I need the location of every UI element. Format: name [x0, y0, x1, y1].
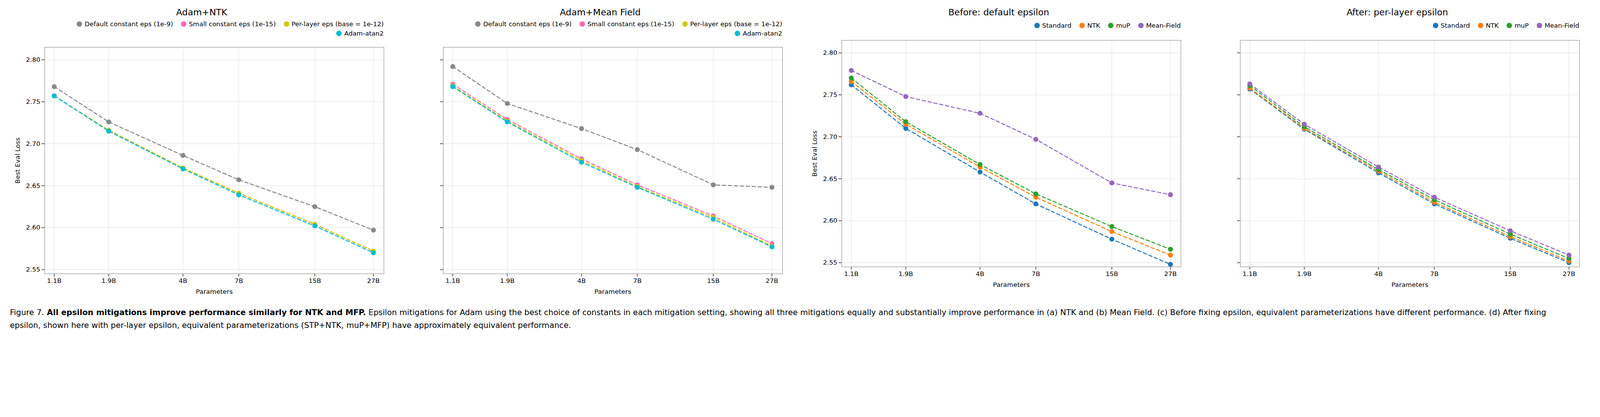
- svg-text:2.65: 2.65: [823, 175, 838, 183]
- html-text:Mean-Field: Mean-Field: [1544, 21, 1580, 29]
- svg-text:15B: 15B: [308, 276, 321, 285]
- html-text:Figure 7. All epsilon mitigati: Figure 7. All epsilon mitigations improv…: [9, 307, 1547, 330]
- html-text:Adam+NTK: Adam+NTK: [176, 6, 228, 18]
- svg-text:Parameters: Parameters: [594, 287, 632, 296]
- html-text:Per-layer eps (base = 1e-12): Per-layer eps (base = 1e-12): [690, 20, 783, 28]
- svg-text:27B: 27B: [367, 276, 380, 285]
- html-text:Default constant eps (1e-9): Default constant eps (1e-9): [84, 20, 174, 28]
- html-text:Small constant eps (1e-15): Small constant eps (1e-15): [587, 20, 675, 28]
- svg-text:15B: 15B: [707, 276, 720, 285]
- html-text:NTK: NTK: [1485, 21, 1499, 29]
- svg-text:7B: 7B: [1031, 269, 1040, 278]
- svg-text:1.9B: 1.9B: [499, 276, 515, 285]
- html-text:muP: muP: [1115, 21, 1131, 29]
- svg-text:2.55: 2.55: [26, 265, 41, 273]
- svg-text:1.9B: 1.9B: [1296, 269, 1312, 278]
- svg-text:15B: 15B: [1105, 269, 1118, 278]
- html-text:Adam+Mean Field: Adam+Mean Field: [559, 6, 641, 18]
- svg-text:7B: 7B: [1429, 269, 1439, 278]
- svg-text:2.75: 2.75: [26, 97, 41, 106]
- svg-text:1.1B: 1.1B: [445, 276, 461, 285]
- svg-text:2.80: 2.80: [26, 55, 41, 64]
- svg-text:7B: 7B: [234, 276, 243, 285]
- svg-text:2.70: 2.70: [823, 133, 838, 141]
- svg-text:2.60: 2.60: [823, 216, 838, 224]
- svg-text:2.65: 2.65: [26, 181, 41, 190]
- svg-text:15B: 15B: [1504, 269, 1517, 278]
- svg-text:1.1B: 1.1B: [844, 269, 859, 278]
- svg-text:2.70: 2.70: [26, 139, 41, 148]
- svg-text:Best Eval Loss: Best Eval Loss: [810, 130, 819, 177]
- html-text:Per-layer eps (base = 1e-12): Per-layer eps (base = 1e-12): [291, 20, 384, 28]
- html-text:Default constant eps (1e-9): Default constant eps (1e-9): [483, 20, 572, 28]
- svg-text:Parameters: Parameters: [992, 280, 1030, 289]
- svg-text:Parameters: Parameters: [1391, 280, 1429, 289]
- svg-text:2.60: 2.60: [26, 223, 41, 231]
- svg-text:4B: 4B: [577, 276, 586, 285]
- html-text:NTK: NTK: [1087, 21, 1101, 29]
- svg-text:1.1B: 1.1B: [46, 276, 62, 285]
- html-text:Standard: Standard: [1042, 21, 1072, 29]
- svg-text:7B: 7B: [632, 276, 642, 285]
- html-text:Adam-atan2: Adam-atan2: [742, 29, 783, 38]
- svg-text:Parameters: Parameters: [195, 287, 233, 296]
- svg-text:4B: 4B: [976, 269, 985, 278]
- html-text:Small constant eps (1e-15): Small constant eps (1e-15): [188, 20, 276, 28]
- svg-text:2.75: 2.75: [823, 90, 838, 99]
- svg-text:27B: 27B: [1562, 269, 1576, 278]
- svg-text:27B: 27B: [765, 276, 779, 285]
- html-text:Before: default epsilon: Before: default epsilon: [948, 6, 1050, 18]
- html-text:Adam-atan2: Adam-atan2: [344, 29, 384, 38]
- html-text:muP: muP: [1514, 21, 1529, 29]
- html-text:Standard: Standard: [1440, 21, 1470, 29]
- svg-text:1.1B: 1.1B: [1242, 269, 1258, 278]
- svg-text:2.80: 2.80: [823, 48, 838, 57]
- html-text:Mean-Field: Mean-Field: [1146, 21, 1181, 29]
- svg-text:27B: 27B: [1164, 269, 1177, 278]
- svg-text:4B: 4B: [178, 276, 188, 285]
- svg-text:1.9B: 1.9B: [898, 269, 914, 278]
- svg-text:4B: 4B: [1374, 269, 1383, 278]
- svg-text:1.9B: 1.9B: [101, 276, 117, 285]
- svg-text:Best Eval Loss: Best Eval Loss: [13, 137, 22, 184]
- html-text:After: per-layer epsilon: After: per-layer epsilon: [1346, 6, 1449, 18]
- svg-text:2.55: 2.55: [823, 258, 838, 267]
